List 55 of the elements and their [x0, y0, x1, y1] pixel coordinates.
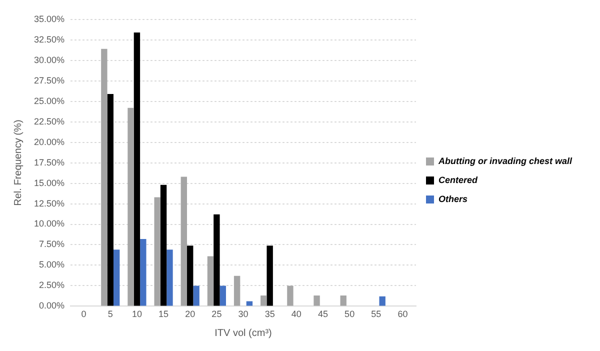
- y-tick-label: 5.00%: [38, 260, 65, 270]
- y-tick-label: 2.50%: [38, 280, 65, 290]
- y-tick-label: 0.00%: [38, 300, 65, 311]
- bar: [340, 296, 346, 306]
- y-tick-label: 35.00%: [34, 14, 65, 24]
- bar: [113, 250, 120, 306]
- x-tick-label: 5: [108, 309, 113, 320]
- bar: [140, 239, 146, 306]
- x-tick-label: 15: [158, 309, 169, 320]
- x-tick-label: 40: [291, 309, 302, 320]
- bar: [193, 286, 200, 306]
- bar: [187, 246, 194, 306]
- x-tick-label: 25: [212, 309, 222, 320]
- bar: [166, 250, 173, 306]
- bar: [154, 197, 160, 306]
- legend-label: Centered: [438, 174, 478, 185]
- y-tick-label: 12.50%: [34, 198, 65, 208]
- bar: [287, 286, 294, 306]
- bar: [260, 296, 267, 306]
- x-tick-label: 0: [81, 309, 86, 320]
- x-tick-label: 55: [371, 309, 382, 320]
- bar: [266, 246, 273, 306]
- bar: [220, 286, 226, 306]
- x-tick-label: 10: [132, 309, 142, 320]
- x-tick-label: 20: [185, 309, 196, 320]
- y-tick-label: 20.00%: [34, 136, 65, 147]
- bar: [160, 184, 167, 306]
- x-tick-label: 60: [398, 309, 408, 320]
- y-tick-label: 30.00%: [34, 54, 65, 65]
- x-tick-label: 35: [264, 309, 275, 320]
- bar: [128, 108, 134, 306]
- bar: [214, 214, 220, 306]
- bar: [314, 296, 320, 306]
- y-tick-label: 25.00%: [34, 96, 65, 106]
- bar: [180, 176, 188, 306]
- y-tick-label: 27.50%: [34, 75, 65, 86]
- bar: [379, 296, 386, 306]
- x-tick-label: 50: [344, 309, 355, 320]
- x-tick-label: 30: [238, 309, 248, 320]
- bar: [207, 256, 214, 306]
- y-tick-label: 17.50%: [34, 157, 65, 168]
- x-tick-label: 45: [318, 309, 328, 320]
- x-axis-title: ITV vol (cm³): [214, 328, 272, 339]
- legend-label: Others: [438, 194, 468, 204]
- bar: [234, 276, 240, 306]
- y-tick-label: 32.50%: [34, 34, 65, 44]
- y-tick-label: 22.50%: [34, 116, 65, 126]
- y-axis-title: Rel. Frequency (%): [12, 120, 24, 206]
- bar: [134, 32, 140, 306]
- legend-label: Abutting or invading chest wall: [437, 156, 572, 166]
- y-tick-label: 15.00%: [34, 178, 65, 188]
- bar: [101, 48, 108, 306]
- bar: [107, 94, 114, 306]
- y-tick-label: 7.50%: [38, 239, 65, 250]
- y-tick-label: 10.00%: [34, 218, 65, 229]
